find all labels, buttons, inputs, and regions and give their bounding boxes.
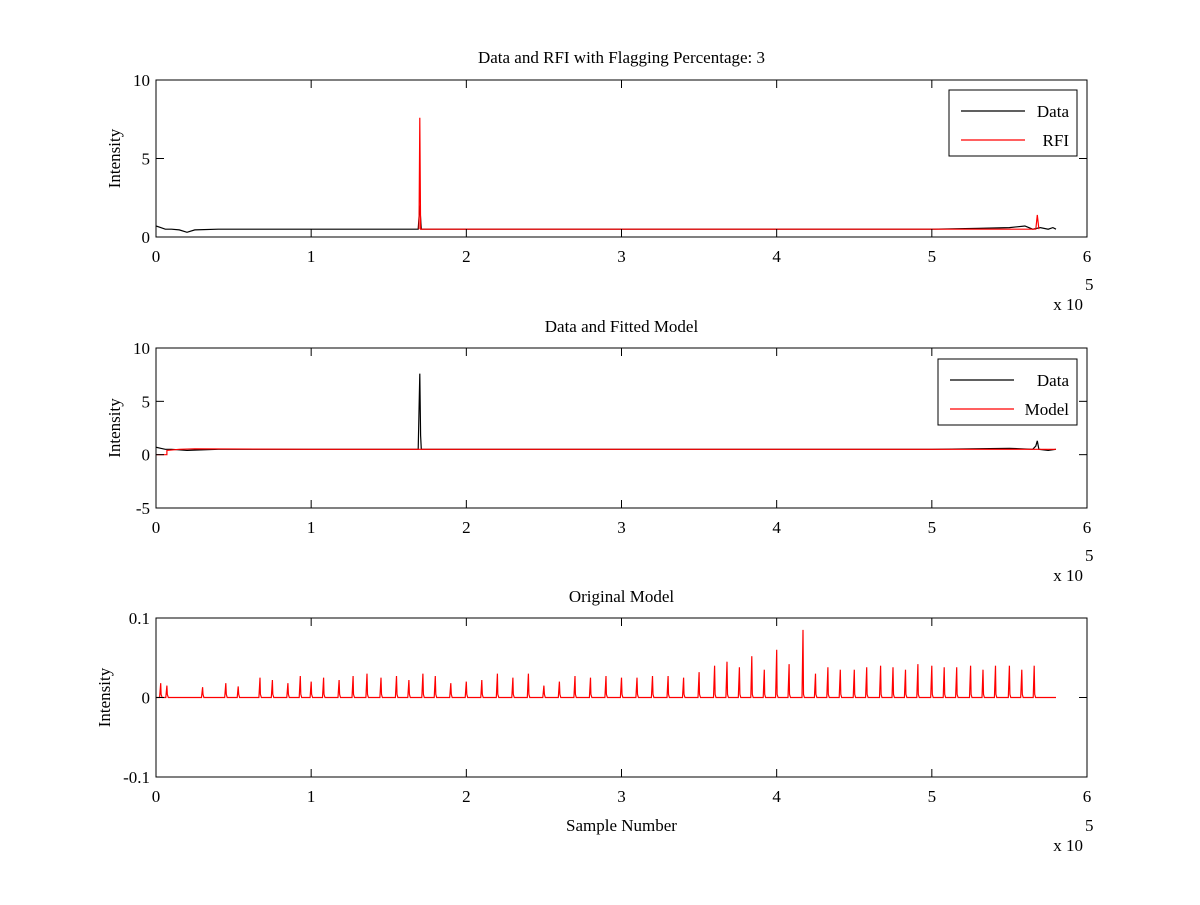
y-tick-label: 5 [142, 392, 151, 411]
legend-label: RFI [1043, 131, 1070, 150]
legend: Data RFI [948, 89, 1078, 157]
legend-box [937, 358, 1078, 426]
y-tick-label: 10 [133, 71, 150, 90]
x-tick-label: 1 [307, 247, 316, 266]
x-tick-label: 5 [928, 787, 937, 806]
series-line-1 [156, 629, 1056, 699]
x-tick-label: 5 [928, 518, 937, 537]
x-exponent-base: x 10 [1053, 566, 1083, 585]
plot-area [156, 629, 1056, 699]
x-exponent-base: x 10 [1053, 295, 1083, 314]
y-tick-label: 0 [142, 228, 151, 247]
x-tick-label: 4 [772, 787, 781, 806]
y-tick-label: 0 [142, 689, 151, 708]
y-tick-label: 5 [142, 150, 151, 169]
x-axis-label: Sample Number [566, 816, 677, 835]
chart-title: Data and Fitted Model [545, 317, 699, 336]
x-tick-label: 4 [772, 247, 781, 266]
x-tick-label: 2 [462, 787, 471, 806]
x-tick-label: 3 [617, 247, 626, 266]
y-tick-label: 10 [133, 339, 150, 358]
plot-area [156, 373, 1057, 456]
legend-box [948, 89, 1078, 157]
x-exponent-power: 5 [1085, 546, 1094, 565]
x-tick-label: 6 [1083, 247, 1092, 266]
y-axis-label: Intensity [105, 398, 124, 458]
x-exponent-base: x 10 [1053, 836, 1083, 855]
series-line-2 [156, 448, 1056, 456]
x-tick-label: 0 [152, 787, 161, 806]
y-axis-label: Intensity [95, 667, 114, 727]
x-tick-label: 1 [307, 518, 316, 537]
y-tick-label: -0.1 [123, 768, 150, 787]
x-tick-label: 6 [1083, 518, 1092, 537]
chart-title: Data and RFI with Flagging Percentage: 3 [478, 48, 765, 67]
x-exponent-power: 5 [1085, 816, 1094, 835]
legend: Data Model [937, 358, 1078, 426]
x-tick-label: 6 [1083, 787, 1092, 806]
chart-title: Original Model [569, 587, 675, 606]
x-tick-label: 2 [462, 247, 471, 266]
series-line-2 [418, 117, 1040, 230]
x-exponent-power: 5 [1085, 275, 1094, 294]
x-tick-label: 3 [617, 787, 626, 806]
x-tick-label: 2 [462, 518, 471, 537]
x-tick-label: 4 [772, 518, 781, 537]
legend-label: Data [1037, 371, 1070, 390]
x-tick-label: 5 [928, 247, 937, 266]
y-axis-label: Intensity [105, 128, 124, 188]
y-tick-label: 0.1 [129, 609, 150, 628]
plot-area [156, 117, 1057, 233]
legend-label: Model [1025, 400, 1070, 419]
y-tick-label: -5 [136, 499, 150, 518]
x-tick-label: 1 [307, 787, 316, 806]
x-tick-label: 0 [152, 247, 161, 266]
chart-panel-1: 0 1 2 3 4 5 6 0 5 10 Data and RFI with Flagging Pe… [105, 48, 1094, 314]
y-tick-label: 0 [142, 446, 151, 465]
x-tick-label: 3 [617, 518, 626, 537]
x-tick-label: 0 [152, 518, 161, 537]
legend-label: Data [1037, 102, 1070, 121]
